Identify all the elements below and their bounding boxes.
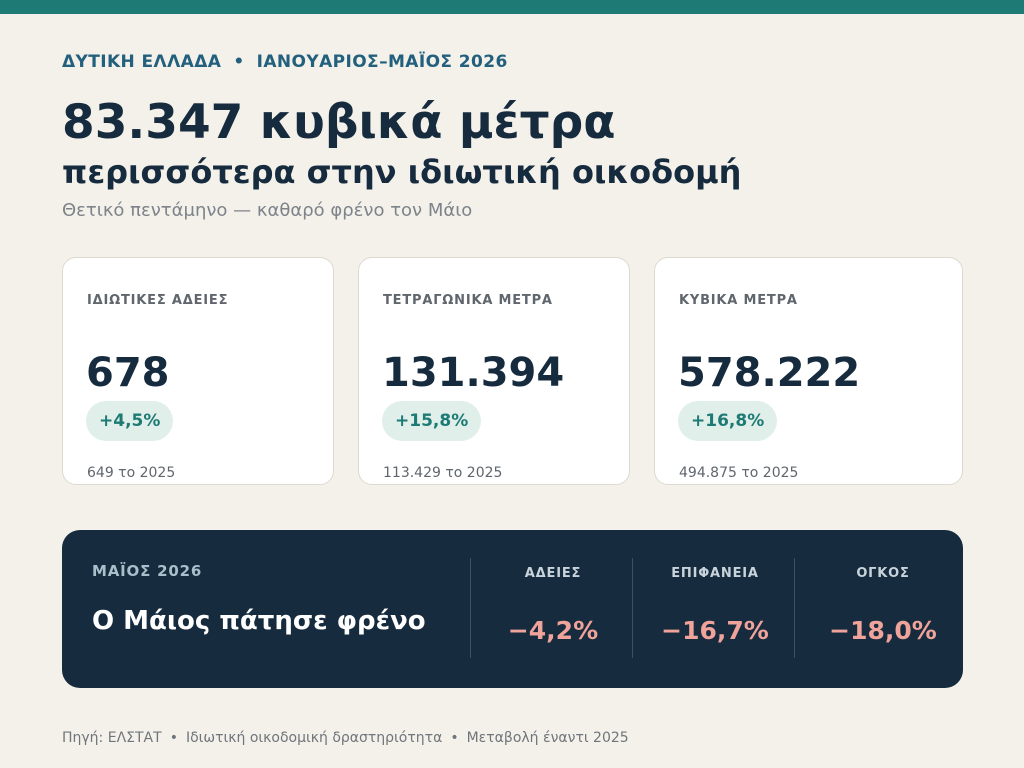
subheadline: περισσότερα στην ιδιωτική οικοδομή	[62, 153, 742, 191]
metric-surface: ΕΠΙΦΑΝΕΙΑ −16,7%	[634, 530, 796, 688]
panel-divider	[632, 558, 633, 658]
panel-title: Ο Μάιος πάτησε φρένο	[92, 606, 426, 636]
card-value: 131.394	[382, 350, 565, 396]
card-label: ΙΔΙΩΤΙΚΕΣ ΑΔΕΙΕΣ	[87, 293, 229, 308]
card-label: ΤΕΤΡΑΓΩΝΙΚΑ ΜΕΤΡΑ	[383, 293, 553, 308]
region-period-kicker: ΔΥΤΙΚΗ ΕΛΛΑΔΑ • ΙΑΝΟΥΑΡΙΟΣ–ΜΑΪΟΣ 2026	[62, 52, 508, 72]
period-label: ΙΑΝΟΥΑΡΙΟΣ–ΜΑΪΟΣ 2026	[256, 52, 508, 72]
footer-topic: Ιδιωτική οικοδομική δραστηριότητα	[185, 730, 443, 746]
metric-permits: ΑΔΕΙΕΣ −4,2%	[472, 530, 634, 688]
region-label: ΔΥΤΙΚΗ ΕΛΛΑΔΑ	[62, 52, 222, 72]
card-value: 578.222	[678, 350, 861, 396]
change-badge: +16,8%	[678, 401, 778, 441]
card-label: ΚΥΒΙΚΑ ΜΕΤΡΑ	[679, 293, 798, 308]
footer-separator: •	[450, 730, 459, 746]
footer-comparison: Μεταβολή έναντι 2025	[466, 730, 629, 746]
metric-value: −4,2%	[507, 616, 599, 645]
may-summary-panel: ΜΑΪΟΣ 2026 Ο Μάιος πάτησε φρένο ΑΔΕΙΕΣ −…	[62, 530, 963, 688]
source-footer: Πηγή: ΕΛΣΤΑΤ • Ιδιωτική οικοδομική δραστηρ…	[62, 730, 629, 746]
footer-separator: •	[169, 730, 178, 746]
stat-card-square-meters: ΤΕΤΡΑΓΩΝΙΚΑ ΜΕΤΡΑ 131.394 +15,8% 113.429…	[358, 257, 630, 485]
footer-source: Πηγή: ΕΛΣΤΑΤ	[62, 730, 162, 746]
metric-label: ΑΔΕΙΕΣ	[524, 566, 582, 581]
metric-value: −16,7%	[661, 616, 769, 645]
panel-divider	[470, 558, 471, 658]
previous-year-value: 494.875 το 2025	[679, 465, 799, 481]
headline: 83.347 κυβικά μέτρα	[62, 95, 616, 150]
card-value: 678	[86, 350, 170, 396]
stat-card-cubic-meters: ΚΥΒΙΚΑ ΜΕΤΡΑ 578.222 +16,8% 494.875 το 2…	[654, 257, 963, 485]
metric-volume: ΟΓΚΟΣ −18,0%	[802, 530, 964, 688]
metric-label: ΟΓΚΟΣ	[856, 566, 910, 581]
kicker-separator: •	[233, 52, 245, 72]
top-accent-bar	[0, 0, 1024, 14]
panel-divider	[794, 558, 795, 658]
previous-year-value: 113.429 το 2025	[383, 465, 503, 481]
change-badge: +4,5%	[86, 401, 174, 441]
tagline: Θετικό πεντάμηνο — καθαρό φρένο τον Μάιο	[62, 200, 473, 221]
metric-label: ΕΠΙΦΑΝΕΙΑ	[671, 566, 759, 581]
previous-year-value: 649 το 2025	[87, 465, 176, 481]
stat-card-permits: ΙΔΙΩΤΙΚΕΣ ΑΔΕΙΕΣ 678 +4,5% 649 το 2025	[62, 257, 334, 485]
metric-value: −18,0%	[829, 616, 937, 645]
panel-kicker: ΜΑΪΟΣ 2026	[92, 562, 203, 580]
change-badge: +15,8%	[382, 401, 482, 441]
